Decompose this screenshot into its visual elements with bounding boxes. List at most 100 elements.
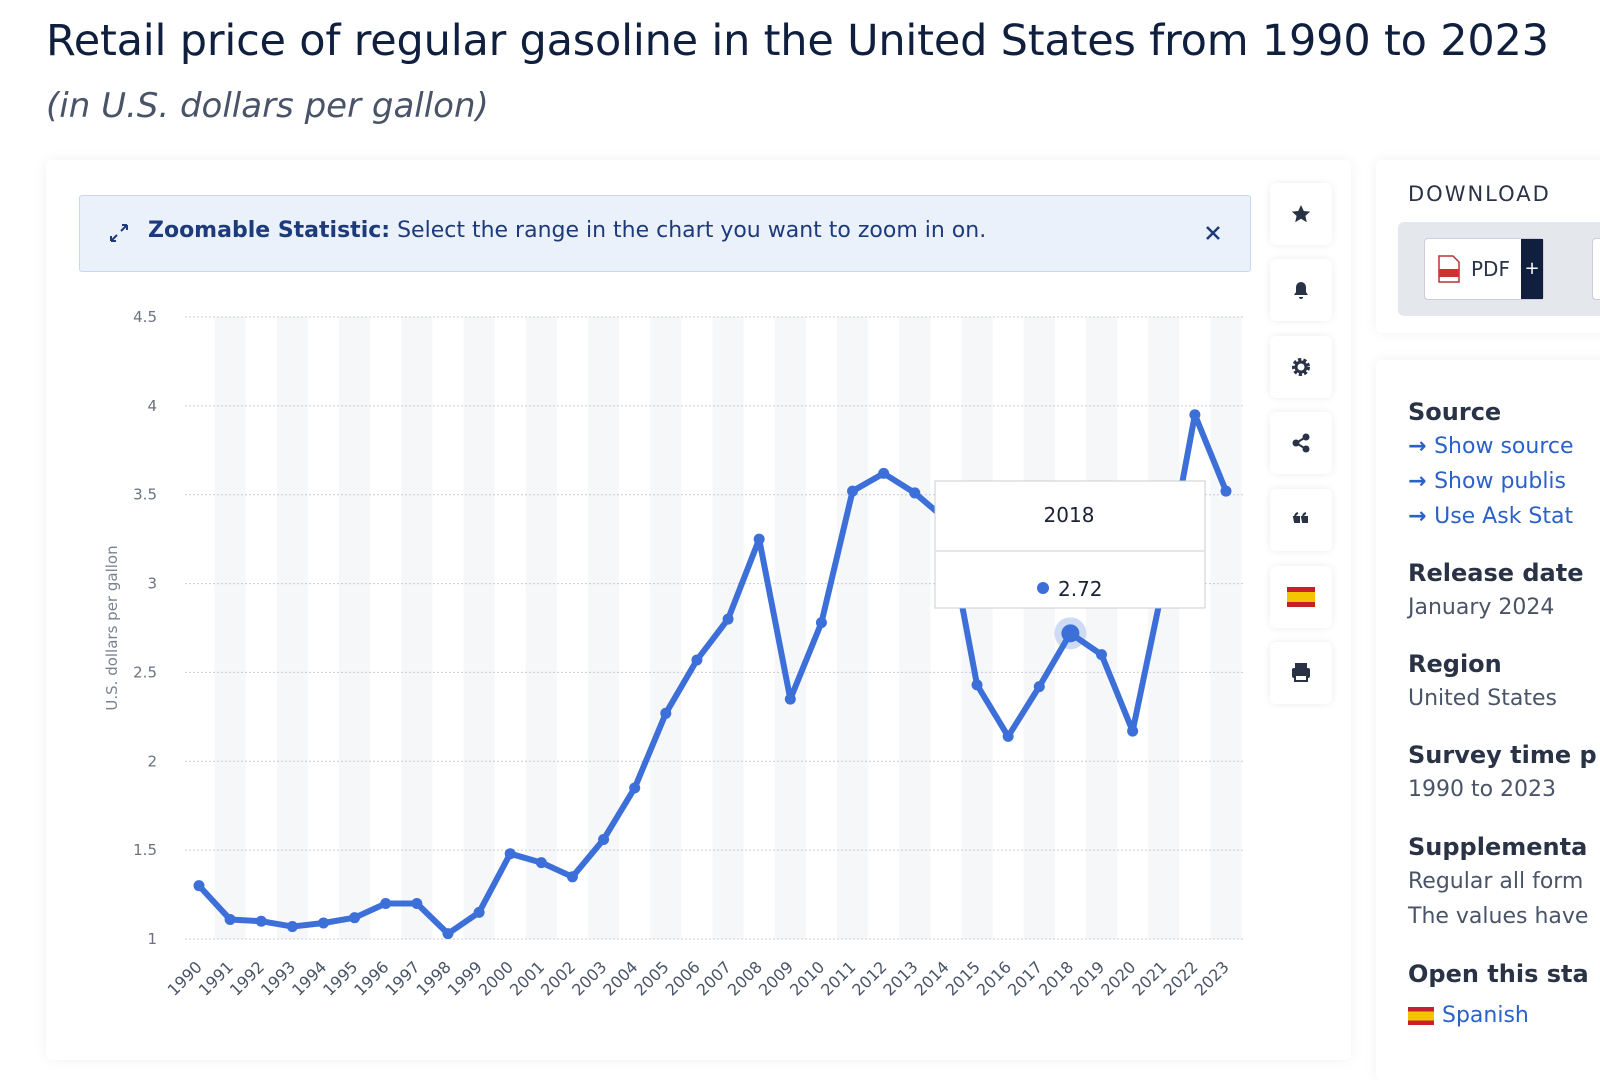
point xyxy=(691,654,703,666)
link-text: Show source xyxy=(1434,434,1574,459)
column-stripe xyxy=(276,317,308,939)
point xyxy=(349,912,361,924)
gear-icon xyxy=(1292,358,1310,376)
page-subtitle: (in U.S. dollars per gallon) xyxy=(46,86,489,126)
settings-button[interactable] xyxy=(1270,336,1332,398)
column-stripe xyxy=(712,317,744,939)
point xyxy=(224,913,236,925)
info-text: United States xyxy=(1408,686,1557,711)
column-stripe xyxy=(1210,317,1242,939)
x-tick-label: 2011 xyxy=(817,957,859,999)
x-tick-label: 2000 xyxy=(475,957,517,999)
x-tick-label: 2020 xyxy=(1097,957,1139,999)
source-link[interactable]: → Use Ask Stat xyxy=(1408,504,1573,529)
share-button[interactable] xyxy=(1270,412,1332,474)
print-icon xyxy=(1292,663,1310,682)
point xyxy=(660,707,672,719)
x-tick-label: 1998 xyxy=(413,957,455,999)
x-tick-label: 1999 xyxy=(444,957,486,999)
x-tick-label: 2003 xyxy=(568,957,610,999)
point xyxy=(629,782,641,794)
point xyxy=(286,921,298,933)
x-tick-label: 1997 xyxy=(381,957,423,999)
x-tick-label: 1992 xyxy=(226,957,268,999)
y-tick-label: 1 xyxy=(147,930,157,948)
x-tick-label: 2008 xyxy=(724,957,766,999)
point xyxy=(598,833,610,845)
link-text: Show publis xyxy=(1434,469,1567,494)
x-tick-label: 2017 xyxy=(1004,957,1046,999)
column-stripe xyxy=(899,317,931,939)
pdf-plus[interactable]: + xyxy=(1521,239,1543,299)
flag-icon xyxy=(1287,587,1315,607)
x-tick-label: 1995 xyxy=(319,957,361,999)
info-heading: Survey time p xyxy=(1408,741,1597,769)
point xyxy=(1220,485,1232,497)
x-tick-label: 1994 xyxy=(288,957,330,999)
point xyxy=(784,693,796,705)
tooltip-value: 2.72 xyxy=(1058,577,1103,601)
close-button[interactable] xyxy=(1204,224,1222,242)
hover-point xyxy=(1061,624,1080,643)
source-link[interactable]: → Show source xyxy=(1408,434,1574,459)
point xyxy=(535,857,547,869)
x-tick-label: 2006 xyxy=(662,957,704,999)
point xyxy=(878,467,890,479)
x-tick-label: 2015 xyxy=(942,957,984,999)
star-icon xyxy=(1291,205,1311,223)
bell-icon xyxy=(1294,282,1308,299)
cite-button[interactable] xyxy=(1270,489,1332,551)
zoom-banner: Zoomable Statistic: Select the range in … xyxy=(79,195,1251,272)
x-tick-label: 2010 xyxy=(786,957,828,999)
info-text: The values have xyxy=(1408,904,1589,929)
column-stripe xyxy=(1085,317,1118,939)
x-tick-label: 2023 xyxy=(1191,957,1233,999)
favorite-button[interactable] xyxy=(1270,183,1332,245)
point xyxy=(722,613,734,625)
column-stripe xyxy=(774,317,806,939)
x-tick-label: 2018 xyxy=(1035,957,1077,999)
y-tick-label: 3.5 xyxy=(133,486,157,504)
notify-button[interactable] xyxy=(1270,259,1332,321)
next-button[interactable] xyxy=(1592,238,1600,300)
page: Gasoline price {"header": {"title": "Ret… xyxy=(46,16,1600,1028)
info-text: January 2024 xyxy=(1408,595,1555,620)
column-stripe xyxy=(214,317,246,939)
pdf-button[interactable]: PDF + xyxy=(1424,238,1544,300)
y-tick-label: 4 xyxy=(147,397,157,415)
column-stripe xyxy=(463,317,495,939)
point xyxy=(1189,409,1201,421)
banner-label: Zoomable Statistic: xyxy=(148,218,391,243)
chart-card xyxy=(46,160,1351,1060)
point xyxy=(971,679,983,691)
x-tick-label: 2001 xyxy=(506,957,548,999)
point xyxy=(255,915,267,927)
y-axis-label: U.S. dollars per gallon xyxy=(103,545,121,710)
link-text: Use Ask Stat xyxy=(1434,504,1574,529)
x-tick-label: 2019 xyxy=(1066,957,1108,999)
point xyxy=(411,897,423,909)
x-tick-label: 2007 xyxy=(693,957,735,999)
y-tick-label: 1.5 xyxy=(133,841,157,859)
info-card xyxy=(1376,360,1600,1080)
pdf-icon xyxy=(1438,255,1460,283)
point xyxy=(442,928,454,940)
print-button[interactable] xyxy=(1270,642,1332,704)
point xyxy=(1002,730,1014,742)
source-link[interactable]: → Show publis xyxy=(1408,469,1566,494)
x-tick-label: 2004 xyxy=(599,957,641,999)
language-link[interactable]: Spanish xyxy=(1408,1003,1529,1028)
quote-icon xyxy=(1292,512,1308,523)
arrow: → xyxy=(1408,434,1435,459)
language-button[interactable] xyxy=(1270,566,1332,628)
x-tick-label: 2022 xyxy=(1159,957,1201,999)
column-stripe xyxy=(525,317,557,939)
chart: U.S. dollars per gallon 1 1.5 2 2.5 3 3.5 4 4.5… xyxy=(103,308,1243,1000)
info-heading: Region xyxy=(1408,650,1502,678)
x-tick-label: 2012 xyxy=(848,957,890,999)
column-stripe xyxy=(1023,317,1055,939)
x-tick-label: 1996 xyxy=(350,957,392,999)
column-stripe xyxy=(836,317,869,939)
point xyxy=(473,906,485,918)
point xyxy=(566,871,578,883)
